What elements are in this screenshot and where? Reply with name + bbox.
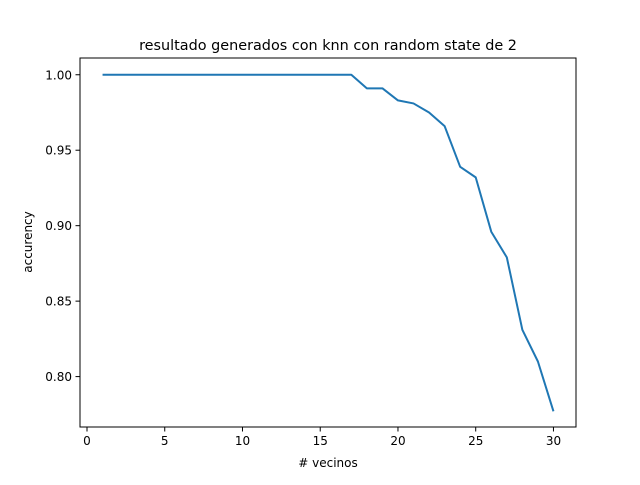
y-tick-label: 1.00 [45, 68, 72, 82]
plot-area [79, 57, 577, 428]
x-tick-label: 20 [390, 434, 405, 448]
x-tick-label: 0 [83, 434, 91, 448]
x-tick-label: 5 [161, 434, 169, 448]
y-tick-label: 0.85 [45, 295, 72, 309]
y-tick-label: 0.90 [45, 219, 72, 233]
y-tick-label: 0.80 [45, 370, 72, 384]
chart-title: resultado generados con knn con random s… [139, 38, 517, 54]
series-line-0 [102, 73, 555, 412]
x-tick-label: 15 [313, 434, 328, 448]
axes-frame [79, 57, 577, 428]
x-axis-label: # vecinos [298, 456, 357, 470]
y-axis-label: accurency [21, 211, 35, 273]
x-tick-label: 30 [546, 434, 561, 448]
y-axis-ticks: 0.80 0.85 0.90 0.95 1.00 [45, 68, 80, 384]
x-tick-label: 10 [235, 434, 250, 448]
y-tick-label: 0.95 [45, 144, 72, 158]
x-axis-ticks: 0 5 10 15 20 25 30 [83, 427, 561, 448]
x-tick-label: 25 [468, 434, 483, 448]
